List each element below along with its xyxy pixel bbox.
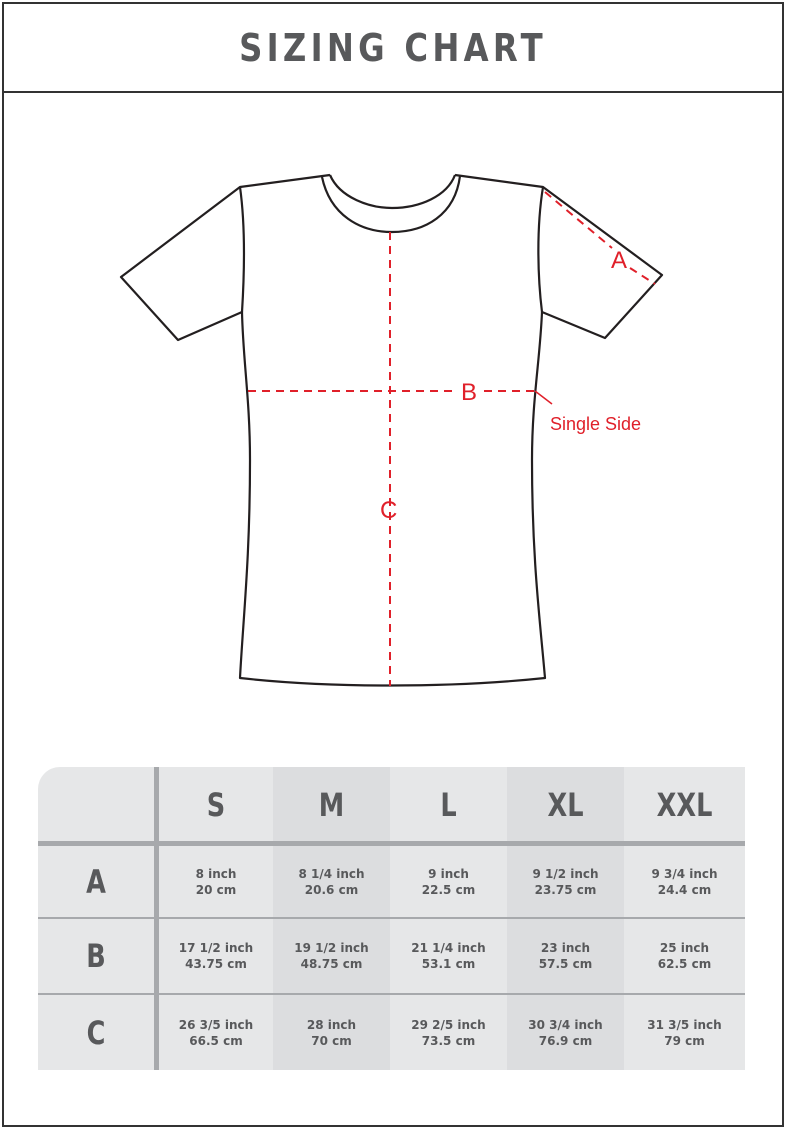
table-cell: 17 1/2 inch 43.75 cm [159,919,273,993]
table-cell: 9 inch 22.5 cm [390,846,507,917]
header: SIZING CHART [4,4,782,93]
table-cell: 9 3/4 inch 24.4 cm [624,846,745,917]
row-label-c: C [86,1013,106,1052]
table-cell: 9 1/2 inch 23.75 cm [507,846,624,917]
cell-inch: 8 1/4 inch [298,866,365,881]
cell-cm: 22.5 cm [421,882,476,897]
tshirt-diagram: A B C Single Side [119,173,664,687]
cell-cm: 48.75 cm [300,957,363,971]
table-cell: 21 1/4 inch 53.1 cm [390,919,507,993]
cell-cm: 24.4 cm [657,882,712,897]
label-b: B [461,379,477,406]
cell-inch: 21 1/4 inch [411,941,486,955]
cell-cm: 79 cm [664,1033,705,1048]
row-divider [38,993,745,995]
cell-cm: 76.9 cm [538,1033,593,1048]
label-a: A [611,247,627,274]
cell-inch: 30 3/4 inch [528,1017,603,1032]
cell-cm: 62.5 cm [657,957,712,971]
size-header-xl: XL [547,786,584,824]
label-column-divider [154,767,159,1070]
label-c: C [380,497,397,524]
tshirt-left-sleeve-seam [238,186,246,313]
table-cell: 26 3/5 inch 66.5 cm [159,995,273,1070]
table-cell: 8 1/4 inch 20.6 cm [273,846,390,917]
cell-inch: 9 inch [428,866,469,881]
cell-cm: 20.6 cm [304,882,359,897]
header-divider [38,841,745,846]
cell-cm: 57.5 cm [538,957,593,971]
cell-cm: 23.75 cm [534,882,597,897]
cell-cm: 66.5 cm [189,1033,243,1048]
measure-a-line-end [629,267,656,285]
page-title: SIZING CHART [239,25,547,70]
cell-cm: 43.75 cm [185,957,247,971]
row-divider [38,917,745,919]
table-cell: 25 inch 62.5 cm [624,919,745,993]
cell-inch: 9 3/4 inch [651,866,718,881]
tshirt-right-sleeve-seam [537,186,545,313]
cell-cm: 70 cm [311,1033,352,1048]
table-cell: 29 2/5 inch 73.5 cm [390,995,507,1070]
cell-inch: 19 1/2 inch [294,941,369,955]
table-cell: 23 inch 57.5 cm [507,919,624,993]
tshirt-collar-inner [320,175,462,234]
cell-inch: 8 inch [195,866,237,881]
cell-inch: 29 2/5 inch [411,1017,486,1032]
cell-inch: 31 3/5 inch [647,1017,722,1032]
table-cell: 30 3/4 inch 76.9 cm [507,995,624,1070]
table-cell: 31 3/5 inch 79 cm [624,995,745,1070]
cell-inch: 28 inch [306,1017,357,1032]
row-label-b: B [86,937,106,975]
cell-inch: 17 1/2 inch [178,941,254,955]
cell-inch: 26 3/5 inch [178,1017,254,1032]
cell-inch: 9 1/2 inch [532,866,599,881]
cell-cm: 20 cm [195,882,237,897]
measure-a-line [544,191,613,249]
cell-inch: 25 inch [659,941,710,955]
cell-inch: 23 inch [540,941,591,955]
table-cell: 8 inch 20 cm [159,846,273,917]
size-header-xxl: XXL [656,786,713,824]
size-header-s: S [206,786,226,824]
row-label-a: A [86,862,106,901]
cell-cm: 53.1 cm [421,957,476,971]
cell-cm: 73.5 cm [421,1033,476,1048]
label-single-side: Single Side [550,414,641,434]
size-header-m: M [318,786,345,824]
table-cell: 28 inch 70 cm [273,995,390,1070]
table-cell: 19 1/2 inch 48.75 cm [273,919,390,993]
tshirt-collar-outer [328,174,457,210]
size-header-l: L [440,786,457,824]
single-side-pointer [534,390,553,405]
